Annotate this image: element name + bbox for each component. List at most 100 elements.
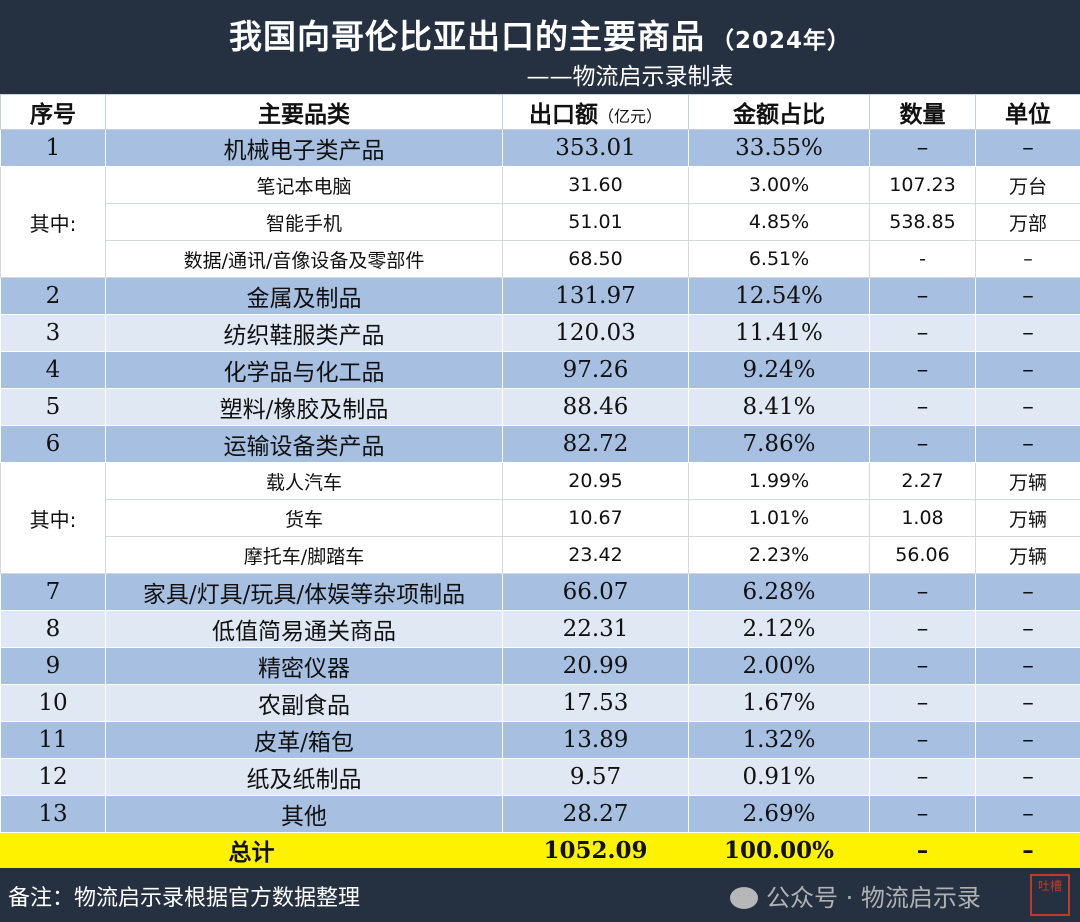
sub-row-share: 1.01% xyxy=(688,499,870,537)
row-amount: 131.97 xyxy=(502,277,689,315)
row-amount: 9.57 xyxy=(502,758,689,796)
sub-row-unit: 万辆 xyxy=(975,536,1080,574)
row-share: 12.54% xyxy=(688,277,870,315)
row-qty: – xyxy=(869,314,976,352)
row-unit: – xyxy=(975,425,1080,463)
sub-row-unit: 万辆 xyxy=(975,462,1080,500)
sub-row-amount: 31.60 xyxy=(502,166,689,204)
export-table: 序号 主要品类 出口额（亿元） 金额占比 数量 单位 1 机械电子类产品 353… xyxy=(0,94,1080,868)
sub-row: 摩托车/脚踏车 23.42 2.23% 56.06 万辆 xyxy=(1,536,1080,574)
sub-row-name: 摩托车/脚踏车 xyxy=(105,536,503,574)
row-amount: 28.27 xyxy=(502,795,689,833)
row-name: 纸及纸制品 xyxy=(105,758,503,796)
sub-row: 其中: 载人汽车 20.95 1.99% 2.27 万辆 xyxy=(0,462,1080,574)
row-no: 2 xyxy=(0,277,106,315)
sub-row-share: 3.00% xyxy=(688,166,870,204)
header-share: 金额占比 xyxy=(688,94,870,130)
row-name: 运输设备类产品 xyxy=(105,425,503,463)
row-name: 精密仪器 xyxy=(105,647,503,685)
sub-row-share: 2.23% xyxy=(688,536,870,574)
row-share: 2.12% xyxy=(688,610,870,648)
sub-row-qty: 2.27 xyxy=(869,462,976,500)
header-qty: 数量 xyxy=(869,94,976,130)
row-no: 11 xyxy=(0,721,106,759)
total-qty: – xyxy=(869,832,976,868)
table-row: 12 纸及纸制品 9.57 0.91% – – xyxy=(0,758,1080,796)
row-qty: – xyxy=(869,388,976,426)
table-row: 5 塑料/橡胶及制品 88.46 8.41% – – xyxy=(0,388,1080,426)
row-share: 8.41% xyxy=(688,388,870,426)
sub-row: 其中: 笔记本电脑 31.60 3.00% 107.23 万台 xyxy=(0,166,1080,278)
total-share: 100.00% xyxy=(688,832,870,868)
row-qty: – xyxy=(869,647,976,685)
table-row: 10 农副食品 17.53 1.67% – – xyxy=(0,684,1080,722)
row-qty: – xyxy=(869,573,976,611)
row-unit: – xyxy=(975,758,1080,796)
table-row: 1 机械电子类产品 353.01 33.55% – – xyxy=(0,129,1080,167)
row-amount: 17.53 xyxy=(502,684,689,722)
sub-row-name: 智能手机 xyxy=(105,203,503,241)
row-qty: – xyxy=(869,129,976,167)
total-row: 总计 1052.09 100.00% – – xyxy=(0,832,1080,868)
row-qty: – xyxy=(869,425,976,463)
sub-row-name: 货车 xyxy=(105,499,503,537)
title-banner: 我国向哥伦比亚出口的主要商品 （2024年） ——物流启示录制表 xyxy=(0,0,1080,94)
sub-row-share: 1.99% xyxy=(688,462,870,500)
sub-row-qty: 107.23 xyxy=(869,166,976,204)
row-amount: 82.72 xyxy=(502,425,689,463)
row-name: 皮革/箱包 xyxy=(105,721,503,759)
row-unit: – xyxy=(975,314,1080,352)
total-unit: – xyxy=(975,832,1080,868)
row-no: 13 xyxy=(0,795,106,833)
row-qty: – xyxy=(869,610,976,648)
sub-row-name: 笔记本电脑 xyxy=(105,166,503,204)
watermark: 公众号 · 物流启示录 xyxy=(730,878,981,913)
table-row: 3 纺织鞋服类产品 120.03 11.41% – – xyxy=(0,314,1080,352)
page-subtitle: ——物流启示录制表 xyxy=(526,64,734,90)
sub-row-amount: 23.42 xyxy=(502,536,689,574)
row-qty: – xyxy=(869,721,976,759)
row-unit: – xyxy=(975,610,1080,648)
row-share: 0.91% xyxy=(688,758,870,796)
sub-row-amount: 20.95 xyxy=(502,462,689,500)
sub-row-unit: 万台 xyxy=(975,166,1080,204)
table-row: 13 其他 28.27 2.69% – – xyxy=(0,795,1080,833)
row-share: 6.28% xyxy=(688,573,870,611)
header-amount-label: 出口额 xyxy=(528,102,598,128)
sub-row: 智能手机 51.01 4.85% 538.85 万部 xyxy=(1,203,1080,241)
title-text: 我国向哥伦比亚出口的主要商品 xyxy=(228,17,705,56)
row-share: 2.00% xyxy=(688,647,870,685)
sub-row: 货车 10.67 1.01% 1.08 万辆 xyxy=(1,499,1080,537)
page-title: 我国向哥伦比亚出口的主要商品 （2024年） xyxy=(0,10,1080,58)
row-name: 纺织鞋服类产品 xyxy=(105,314,503,352)
sub-row-qty: 56.06 xyxy=(869,536,976,574)
sub-group-label: 其中: xyxy=(0,462,106,574)
row-no: 8 xyxy=(0,610,106,648)
watermark-text: 公众号 · 物流启示录 xyxy=(766,884,981,912)
row-share: 11.41% xyxy=(688,314,870,352)
row-name: 家具/灯具/玩具/体娱等杂项制品 xyxy=(105,573,503,611)
row-name: 其他 xyxy=(105,795,503,833)
row-name: 化学品与化工品 xyxy=(105,351,503,389)
sub-row-unit: 万部 xyxy=(975,203,1080,241)
row-qty: – xyxy=(869,277,976,315)
row-amount: 66.07 xyxy=(502,573,689,611)
table-row: 6 运输设备类产品 82.72 7.86% – – xyxy=(0,425,1080,463)
sub-row-name: 数据/通讯/音像设备及零部件 xyxy=(105,240,503,278)
header-amount-unit: （亿元） xyxy=(597,107,662,126)
row-amount: 20.99 xyxy=(502,647,689,685)
sub-row-unit: 万辆 xyxy=(975,499,1080,537)
table-row: 11 皮革/箱包 13.89 1.32% – – xyxy=(0,721,1080,759)
row-name: 农副食品 xyxy=(105,684,503,722)
row-no: 5 xyxy=(0,388,106,426)
row-name: 低值简易通关商品 xyxy=(105,610,503,648)
table-row: 4 化学品与化工品 97.26 9.24% – – xyxy=(0,351,1080,389)
seal-stamp: 吐槽 xyxy=(1030,874,1070,916)
row-share: 1.32% xyxy=(688,721,870,759)
row-unit: – xyxy=(975,647,1080,685)
row-share: 33.55% xyxy=(688,129,870,167)
wechat-icon xyxy=(730,887,758,909)
row-no: 1 xyxy=(0,129,106,167)
total-label: 总计 xyxy=(0,832,503,868)
sub-row-qty: 1.08 xyxy=(869,499,976,537)
